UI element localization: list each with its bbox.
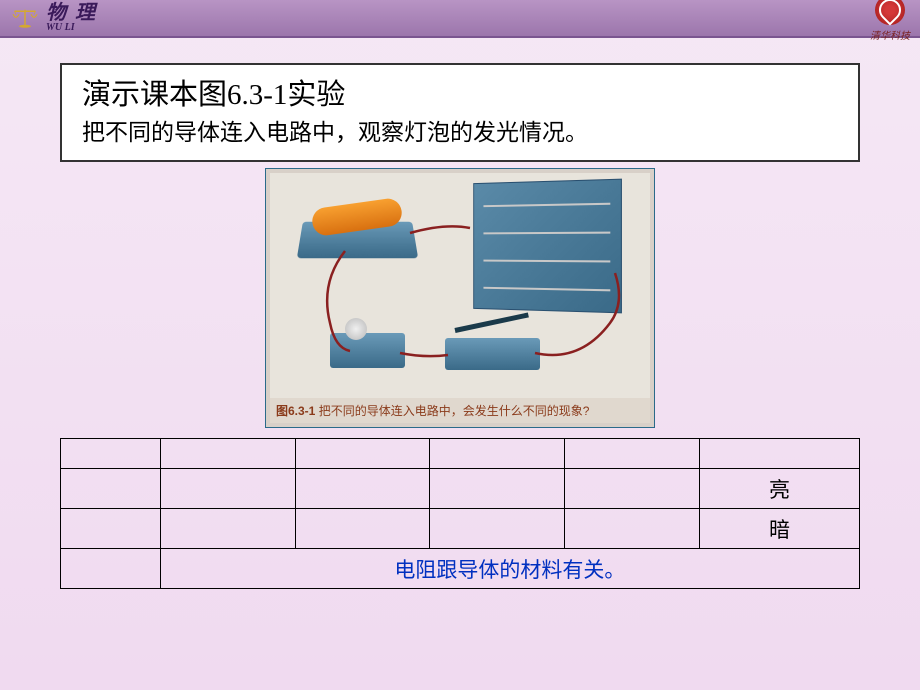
switch-base	[445, 338, 540, 370]
cell	[61, 509, 161, 549]
brand-right: 清华科技	[870, 0, 910, 42]
brand-left: 物 理 WU LI	[10, 3, 97, 33]
cell	[430, 469, 565, 509]
slide-content: 演示课本图6.3-1实验 把不同的导体连入电路中，观察灯泡的发光情况。	[0, 38, 920, 614]
header-bar: 物 理 WU LI 清华科技	[0, 0, 920, 38]
cell	[295, 439, 430, 469]
cell	[565, 509, 700, 549]
title-box: 演示课本图6.3-1实验 把不同的导体连入电路中，观察灯泡的发光情况。	[60, 63, 860, 162]
cell-dim: 暗	[700, 509, 860, 549]
conclusion-cell: 电阻跟导体的材料有关。	[160, 549, 859, 589]
title-line1: 演示课本图6.3-1实验	[82, 75, 838, 116]
table-row: 暗	[61, 509, 860, 549]
logo-icon	[875, 0, 905, 25]
cell	[700, 439, 860, 469]
cell	[160, 469, 295, 509]
cell	[295, 469, 430, 509]
table-row-conclusion: 电阻跟导体的材料有关。	[61, 549, 860, 589]
bulb-base	[330, 333, 405, 368]
conclusion-text: 电阻跟导体的材料有关。	[394, 558, 625, 582]
table-row	[61, 439, 860, 469]
title-line2: 把不同的导体连入电路中，观察灯泡的发光情况。	[82, 116, 838, 151]
cell	[61, 439, 161, 469]
cell	[430, 509, 565, 549]
caption-text: 把不同的导体连入电路中，会发生什么不同的现象?	[319, 404, 590, 418]
cell-bright: 亮	[700, 469, 860, 509]
figure-caption: 图6.3-1 把不同的导体连入电路中，会发生什么不同的现象?	[270, 398, 650, 423]
balance-scale-icon	[10, 6, 40, 30]
brand-sub: WU LI	[46, 23, 97, 33]
cell	[295, 509, 430, 549]
experiment-figure: 图6.3-1 把不同的导体连入电路中，会发生什么不同的现象?	[265, 168, 655, 428]
cell	[565, 439, 700, 469]
bulb-icon	[345, 318, 367, 340]
cell	[61, 549, 161, 589]
logo-label: 清华科技	[870, 27, 910, 42]
switch-arm	[454, 313, 528, 333]
results-table: 亮 暗 电阻跟导体的材料有关。	[60, 438, 860, 589]
cell	[61, 469, 161, 509]
cell	[565, 469, 700, 509]
brand-text: 物 理 WU LI	[46, 3, 97, 33]
cell	[430, 439, 565, 469]
circuit-diagram	[270, 173, 650, 398]
brand-main: 物 理	[46, 3, 97, 23]
table-row: 亮	[61, 469, 860, 509]
conductor-board	[473, 179, 622, 314]
cell	[160, 509, 295, 549]
caption-label: 图6.3-1	[276, 404, 315, 418]
cell	[160, 439, 295, 469]
